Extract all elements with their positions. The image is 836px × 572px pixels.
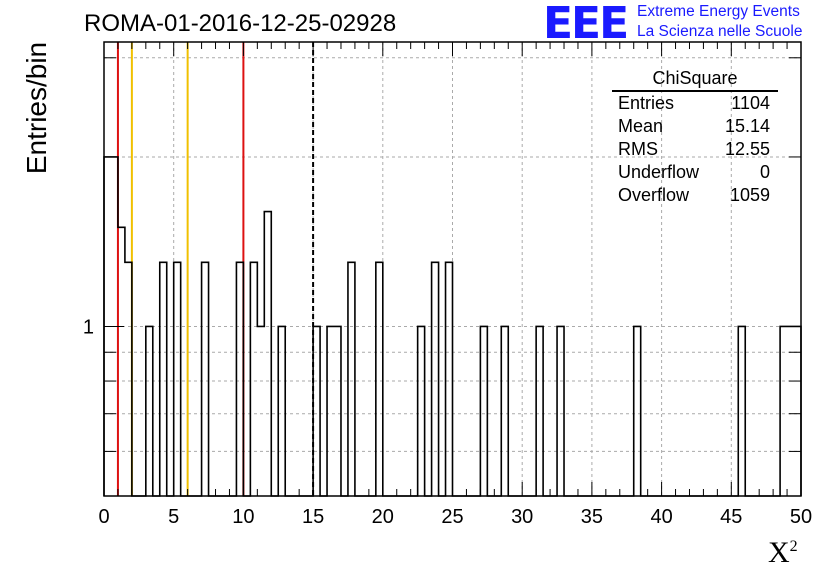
histogram-bin <box>536 326 543 496</box>
histogram-bin <box>501 326 508 496</box>
stats-value: 0 <box>759 162 770 182</box>
histogram-bin <box>634 326 641 496</box>
histogram-bin <box>557 326 564 496</box>
histogram-bin <box>278 326 285 496</box>
x-tick-label: 30 <box>511 506 533 528</box>
x-axis-label-sup: 2 <box>789 538 798 555</box>
histogram-bin <box>780 326 787 496</box>
x-tick-label: 40 <box>650 506 672 528</box>
histogram-bin <box>432 262 439 496</box>
histogram-bin <box>174 262 181 496</box>
x-tick-label: 20 <box>372 506 394 528</box>
x-axis-label: X2 <box>768 536 798 570</box>
histogram-bin <box>348 262 355 496</box>
y-tick-label: 1 <box>83 316 94 338</box>
x-tick-label: 25 <box>441 506 463 528</box>
stats-value: 1104 <box>731 93 770 113</box>
stats-label: Entries <box>618 93 675 113</box>
axis-ticks: 0 5 10 15 20 25 30 35 40 45 50 1 <box>83 42 812 528</box>
histogram-bin <box>376 262 383 496</box>
x-tick-label: 45 <box>720 506 742 528</box>
histogram-bin <box>257 326 264 496</box>
x-tick-label: 0 <box>98 506 109 528</box>
x-tick-label: 15 <box>302 506 324 528</box>
stats-label: Underflow <box>618 162 700 182</box>
histogram-bin <box>236 262 243 496</box>
stats-row: Mean 15.14 <box>612 115 778 138</box>
x-tick-label: 10 <box>232 506 254 528</box>
histogram-bin <box>202 262 209 496</box>
x-tick-label: 35 <box>581 506 603 528</box>
histogram-bin <box>327 326 334 496</box>
stats-row: Entries 1104 <box>612 92 778 115</box>
x-tick-label: 50 <box>790 506 812 528</box>
stats-row: Overflow 1059 <box>612 184 778 207</box>
stats-row: Underflow 0 <box>612 161 778 184</box>
chart-title: ROMA-01-2016-12-25-02928 <box>84 10 397 37</box>
histogram-bin <box>738 326 745 496</box>
stats-box: ChiSquare Entries 1104 Mean 15.14 RMS 12.55… <box>612 68 778 207</box>
logo-line-1: Extreme Energy Events <box>637 3 800 20</box>
histogram-bin <box>250 262 257 496</box>
logo-line-2: La Scienza nelle Scuole <box>637 23 803 40</box>
stats-value: 1059 <box>729 185 770 205</box>
histogram-bin <box>146 326 153 496</box>
stats-title: ChiSquare <box>612 68 778 92</box>
histogram-bin <box>334 326 341 496</box>
histogram-bin <box>160 262 167 496</box>
stats-label: Mean <box>618 116 664 136</box>
histogram-bin <box>125 262 132 496</box>
x-axis-label-base: X <box>768 536 790 569</box>
histogram-bin <box>313 326 320 496</box>
histogram-bin <box>480 326 487 496</box>
histogram-bin <box>264 212 271 496</box>
stats-value: 12.55 <box>724 139 770 159</box>
histogram-steps <box>103 156 802 497</box>
histogram-bin <box>446 262 453 496</box>
y-axis-label: Entries/bin <box>21 41 52 175</box>
stats-label: Overflow <box>618 185 690 205</box>
stats-row: RMS 12.55 <box>612 138 778 161</box>
stats-label: RMS <box>618 139 658 159</box>
histogram-bin <box>118 227 125 496</box>
eee-logo: EEE <box>543 0 629 49</box>
stats-value: 15.14 <box>724 116 770 136</box>
x-tick-label: 5 <box>168 506 179 528</box>
histogram-bin <box>418 326 425 496</box>
